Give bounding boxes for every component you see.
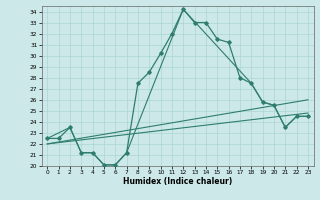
X-axis label: Humidex (Indice chaleur): Humidex (Indice chaleur) [123, 177, 232, 186]
